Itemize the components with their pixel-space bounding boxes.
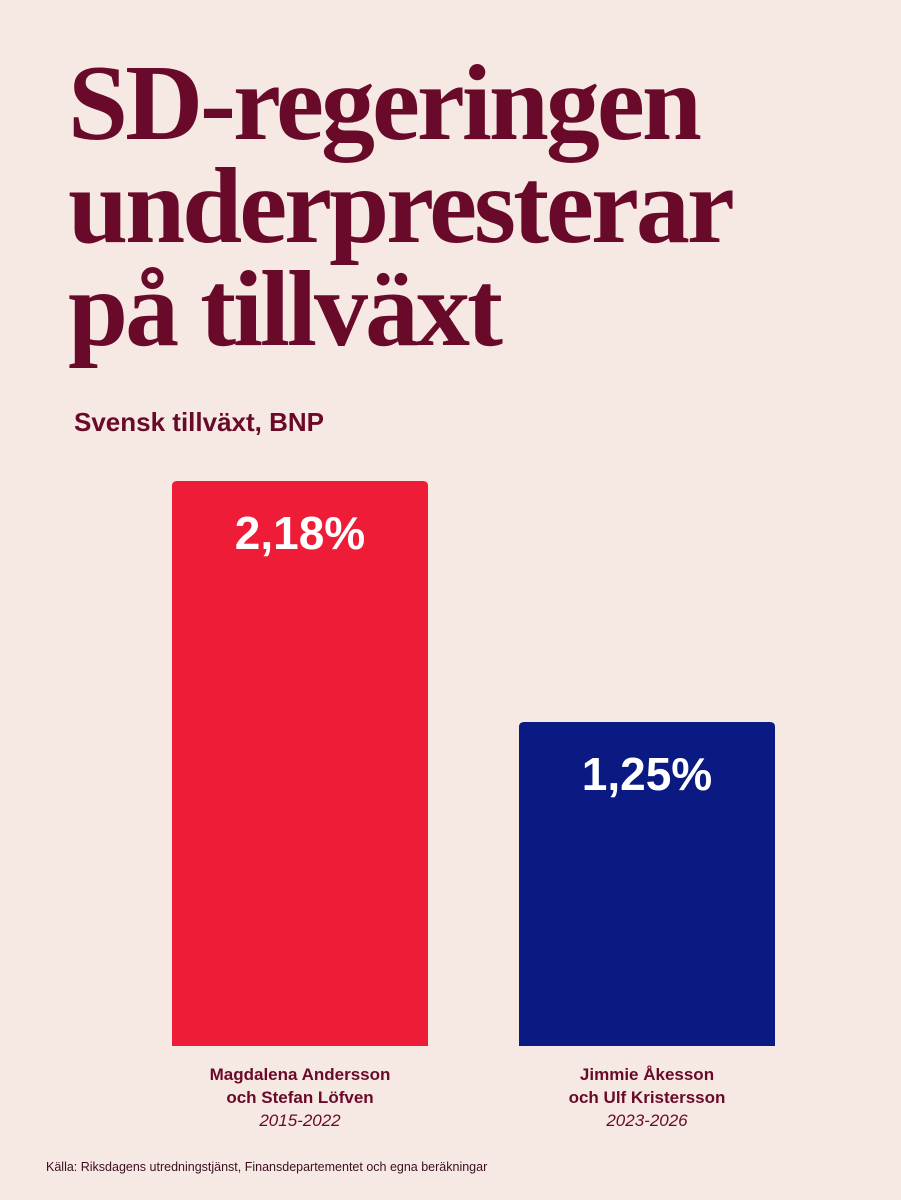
bar-2 xyxy=(519,722,775,1046)
chart-subtitle: Svensk tillväxt, BNP xyxy=(74,407,324,437)
title-line-2: underpresterar xyxy=(68,147,735,266)
title-line-3: på tillväxt xyxy=(68,250,503,369)
category-label-2-line-1: Jimmie Åkesson xyxy=(580,1065,714,1084)
source-footnote: Källa: Riksdagens utredningstjänst, Fina… xyxy=(46,1160,488,1174)
bar-1 xyxy=(172,481,428,1046)
bar-value-label-1: 2,18% xyxy=(235,507,365,559)
bar-value-label-2: 1,25% xyxy=(582,748,712,800)
category-period-2: 2023-2026 xyxy=(605,1111,688,1130)
category-label-2-line-2: och Ulf Kristersson xyxy=(569,1088,726,1107)
page-title: SD-regeringen underpresterar på tillväxt xyxy=(68,44,868,369)
category-label-1-line-1: Magdalena Andersson xyxy=(210,1065,391,1084)
category-label-1-line-2: och Stefan Löfven xyxy=(226,1088,373,1107)
title-line-1: SD-regeringen xyxy=(68,44,702,163)
category-period-1: 2015-2022 xyxy=(258,1111,341,1130)
